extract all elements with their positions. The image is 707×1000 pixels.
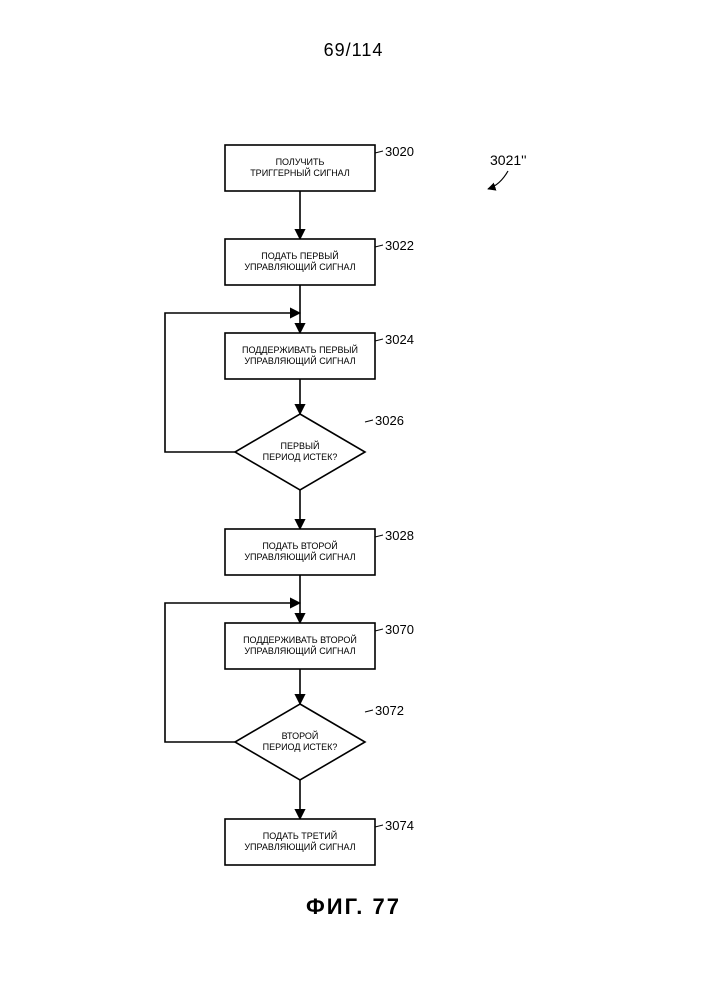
ref-label-3024: 3024	[385, 332, 414, 347]
ref-label-3070: 3070	[385, 622, 414, 637]
ref-label-3028: 3028	[385, 528, 414, 543]
flow-text-d2-l0: ВТОРОЙ	[282, 730, 319, 741]
flow-text-n1-l1: ТРИГГЕРНЫЙ СИГНАЛ	[250, 167, 350, 178]
flowchart-svg: ПОЛУЧИТЬТРИГГЕРНЫЙ СИГНАЛПОДАТЬ ПЕРВЫЙУП…	[0, 0, 707, 1000]
flow-text-n1-l0: ПОЛУЧИТЬ	[276, 157, 325, 167]
flow-text-n4-l0: ПОДАТЬ ВТОРОЙ	[262, 540, 337, 551]
ref-label-3020: 3020	[385, 144, 414, 159]
flow-text-d2-l1: ПЕРИОД ИСТЕК?	[263, 742, 338, 752]
flow-text-n2-l1: УПРАВЛЯЮЩИЙ СИГНАЛ	[244, 261, 355, 272]
flow-text-n6-l0: ПОДАТЬ ТРЕТИЙ	[263, 830, 338, 841]
figure-ref-arrow	[488, 171, 508, 189]
page: 69/114 ПОЛУЧИТЬТРИГГЕРНЫЙ СИГНАЛПОДАТЬ П…	[0, 0, 707, 1000]
ref-label-3072: 3072	[375, 703, 404, 718]
flow-text-n5-l0: ПОДДЕРЖИВАТЬ ВТОРОЙ	[243, 634, 357, 645]
flow-text-n2-l0: ПОДАТЬ ПЕРВЫЙ	[261, 250, 338, 261]
flow-text-n3-l0: ПОДДЕРЖИВАТЬ ПЕРВЫЙ	[242, 344, 358, 355]
ref-label-3022: 3022	[385, 238, 414, 253]
flow-text-d1-l1: ПЕРИОД ИСТЕК?	[263, 452, 338, 462]
figure-label: ФИГ. 77	[0, 894, 707, 920]
flow-text-n6-l1: УПРАВЛЯЮЩИЙ СИГНАЛ	[244, 841, 355, 852]
labels-layer: 3020 3022 3024 3026 3028 3070 3072 3074 3021''	[365, 144, 527, 833]
ref-label-3074: 3074	[385, 818, 414, 833]
flow-text-d1-l0: ПЕРВЫЙ	[281, 440, 320, 451]
flow-text-n5-l1: УПРАВЛЯЮЩИЙ СИГНАЛ	[244, 645, 355, 656]
flow-text-n4-l1: УПРАВЛЯЮЩИЙ СИГНАЛ	[244, 551, 355, 562]
figure-ref-label: 3021''	[490, 152, 527, 168]
flow-text-n3-l1: УПРАВЛЯЮЩИЙ СИГНАЛ	[244, 355, 355, 366]
ref-label-3026: 3026	[375, 413, 404, 428]
